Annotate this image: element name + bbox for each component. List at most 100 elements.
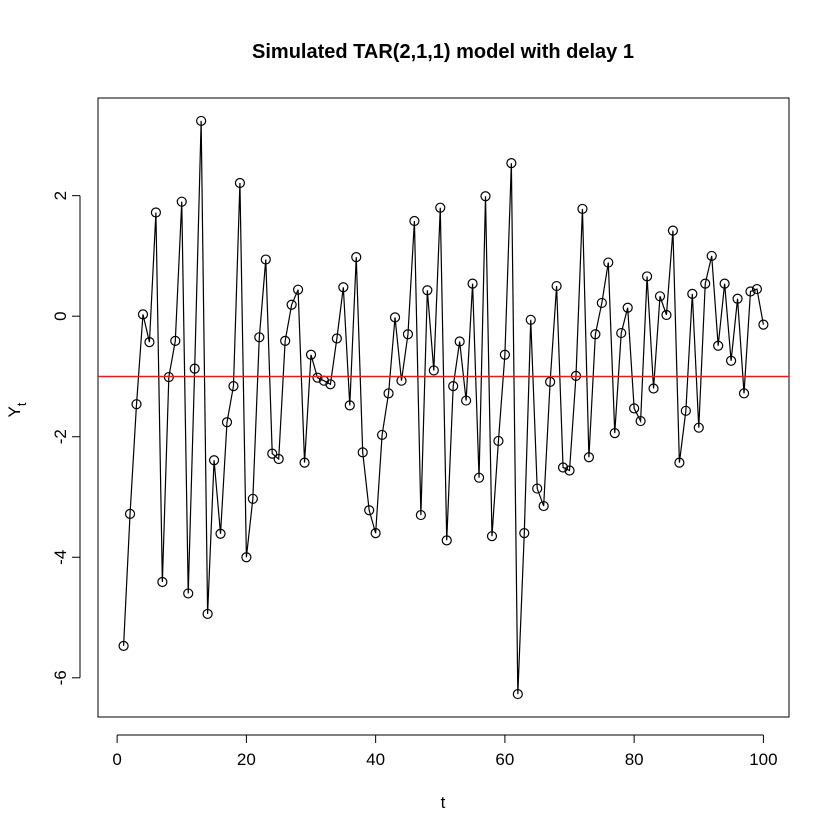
data-point	[202, 608, 213, 620]
data-point	[603, 257, 614, 268]
data-point	[622, 302, 633, 313]
data-point	[364, 505, 375, 516]
data-point	[674, 457, 685, 468]
data-point	[693, 422, 704, 433]
x-tick-label: 0	[112, 750, 121, 769]
data-point	[338, 282, 349, 293]
data-point	[506, 158, 517, 169]
x-axis-label: t	[441, 793, 446, 812]
data-point	[260, 254, 271, 265]
data-point	[189, 363, 200, 374]
data-point	[719, 278, 730, 289]
data-point	[519, 528, 530, 539]
data-point	[441, 535, 452, 546]
data-point	[680, 405, 691, 416]
data-point	[557, 462, 569, 473]
data-point	[616, 327, 627, 339]
data-point	[170, 335, 181, 347]
y-axis: -6 -4 -2 0 2	[51, 191, 81, 685]
y-axis-label-subscript: t	[14, 402, 29, 406]
data-point	[486, 531, 498, 542]
x-tick-label: 40	[366, 750, 385, 769]
data-point	[312, 372, 323, 383]
data-point	[305, 349, 317, 360]
data-point	[234, 177, 246, 189]
data-point	[706, 250, 717, 262]
data-point	[422, 285, 433, 296]
chart-title: Simulated TAR(2,1,1) model with delay 1	[252, 41, 634, 63]
x-tick-label: 80	[625, 750, 644, 769]
data-point	[700, 278, 711, 289]
data-point	[661, 309, 672, 321]
data-point	[402, 329, 414, 340]
data-point	[648, 383, 659, 394]
data-point	[473, 472, 485, 483]
data-point	[299, 457, 310, 468]
data-point	[137, 309, 149, 320]
data-point	[389, 312, 401, 323]
data-point	[687, 288, 698, 299]
data-point	[629, 403, 640, 414]
plot-frame	[97, 97, 790, 718]
y-axis-label: Yt	[5, 402, 29, 417]
data-point	[525, 314, 536, 325]
data-point	[480, 191, 491, 202]
data-point	[654, 291, 666, 302]
data-point	[370, 528, 381, 539]
x-axis: 0 20 40 60 80 100	[112, 734, 778, 769]
data-point	[512, 688, 523, 700]
data-point	[545, 376, 556, 387]
y-tick-label: -4	[51, 550, 70, 565]
data-point	[221, 417, 233, 428]
data-point	[144, 337, 155, 348]
data-point	[124, 508, 136, 519]
data-point	[351, 252, 362, 263]
data-point	[732, 293, 743, 304]
data-point	[286, 299, 297, 310]
data-point	[150, 207, 162, 218]
series-layer	[118, 115, 769, 700]
data-point	[641, 271, 653, 282]
y-tick-label: -6	[51, 670, 70, 685]
data-point	[273, 453, 284, 465]
data-point	[325, 379, 336, 390]
data-point	[532, 483, 543, 494]
y-tick-label: 0	[51, 311, 70, 320]
data-point	[454, 336, 465, 347]
data-point	[435, 202, 446, 213]
data-point	[745, 286, 756, 297]
data-point	[635, 415, 646, 427]
data-point	[428, 365, 439, 376]
data-point	[196, 115, 207, 127]
data-point	[551, 280, 562, 292]
data-point	[609, 428, 620, 439]
data-point	[131, 399, 142, 410]
data-point	[331, 333, 342, 344]
series-line	[122, 120, 764, 695]
x-tick-label: 60	[495, 750, 514, 769]
data-point	[461, 395, 472, 406]
data-point	[357, 447, 368, 458]
data-point	[344, 400, 355, 411]
data-point	[751, 283, 763, 295]
data-point	[157, 576, 168, 588]
y-axis-label-base: Y	[5, 406, 24, 417]
data-point	[725, 355, 737, 366]
data-point	[292, 284, 304, 295]
data-point	[383, 388, 394, 399]
data-point	[538, 500, 549, 512]
data-point	[241, 552, 252, 563]
x-tick-label: 100	[749, 750, 777, 769]
data-point	[215, 528, 226, 539]
y-tick-label: -2	[51, 429, 70, 444]
x-tick-label: 20	[237, 750, 256, 769]
data-point	[280, 335, 291, 347]
data-point	[228, 381, 239, 392]
data-point	[183, 588, 194, 599]
data-point	[409, 215, 420, 227]
data-point	[713, 340, 724, 351]
data-point	[758, 319, 769, 330]
data-point	[448, 381, 459, 392]
